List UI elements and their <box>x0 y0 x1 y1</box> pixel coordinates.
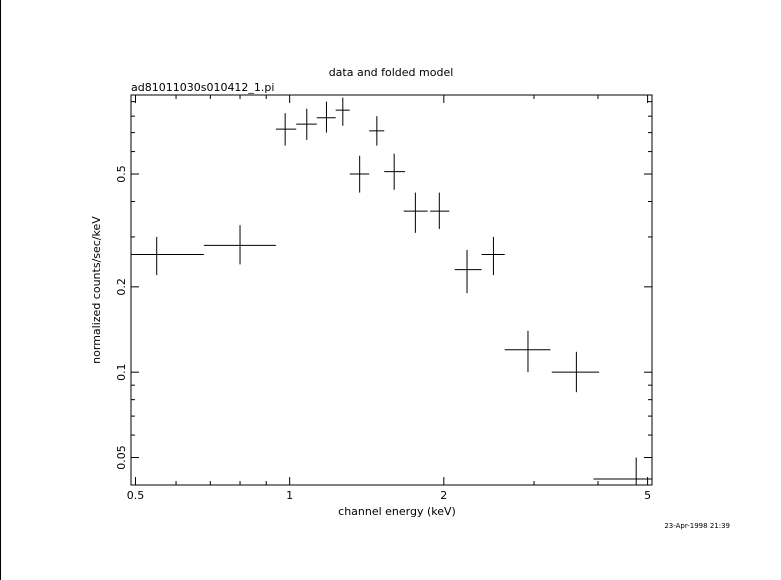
data-point <box>316 101 336 133</box>
data-point <box>275 113 297 146</box>
data-point <box>454 249 482 294</box>
data-point <box>551 351 600 393</box>
chart-subtitle: ad81011030s010412_1.pi <box>131 81 274 94</box>
data-point <box>131 236 204 276</box>
data-point <box>335 97 350 126</box>
x-axis-label: channel energy (keV) <box>338 505 456 518</box>
y-tick-label: 0.2 <box>115 278 128 296</box>
data-point <box>504 330 551 373</box>
y-tick-label: 0.1 <box>115 363 128 381</box>
window-left-border <box>0 0 1 580</box>
data-point <box>481 236 505 276</box>
y-tick-label: 0.05 <box>115 445 128 470</box>
axis-ticks <box>131 95 652 486</box>
timestamp: 23-Apr-1998 21:39 <box>664 522 730 530</box>
x-tick-label: 2 <box>440 489 447 502</box>
y-tick-label: 0.5 <box>115 165 128 183</box>
data-point <box>384 153 406 190</box>
data-point <box>430 192 450 229</box>
data-points <box>131 97 652 485</box>
data-point <box>403 192 428 233</box>
axis-tick-labels: 0.5 1 2 5 0.05 0.1 0.2 0.5 <box>115 165 651 502</box>
x-tick-label: 5 <box>644 489 651 502</box>
x-tick-label: 1 <box>286 489 293 502</box>
x-tick-label: 0.5 <box>127 489 145 502</box>
y-axis-label: normalized counts/sec/keV <box>90 216 103 364</box>
data-point <box>296 108 317 140</box>
data-point <box>369 116 385 146</box>
data-point <box>349 155 370 193</box>
chart-title: data and folded model <box>329 66 454 79</box>
data-point <box>203 225 276 265</box>
data-point <box>593 457 652 485</box>
plot-frame <box>130 94 653 486</box>
